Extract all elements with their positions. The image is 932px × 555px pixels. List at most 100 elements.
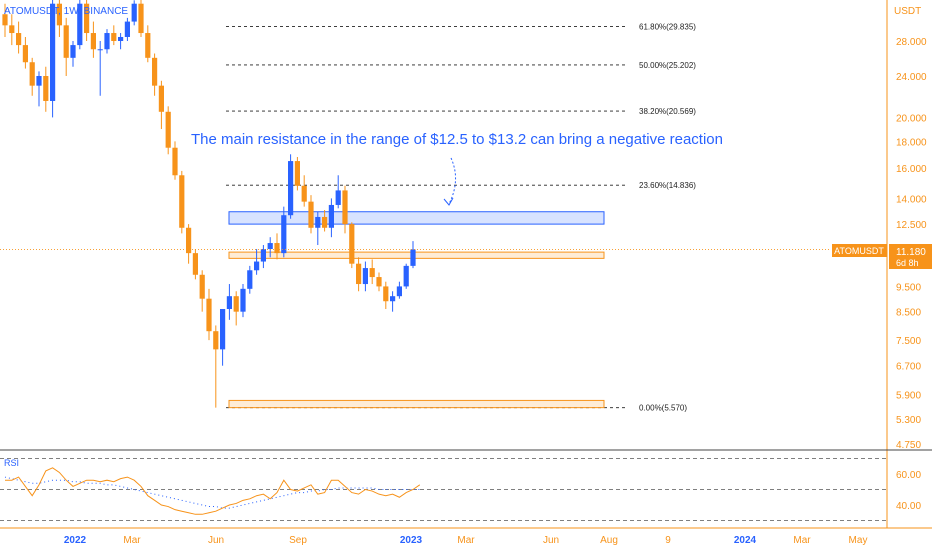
price-axis-unit: USDT [894, 6, 921, 17]
price-tag-symbol: ATOMUSDT [834, 246, 884, 256]
fib-label: 38.20%(20.569) [639, 107, 696, 116]
candle-body [9, 25, 15, 34]
time-label: Mar [793, 535, 811, 546]
candle-body [70, 45, 76, 58]
price-axis-ticks: 28.000 24.000 20.000 18.000 16.000 14.000 12.5… [896, 37, 927, 451]
candle-body [362, 268, 368, 285]
candle-body [199, 274, 205, 299]
time-label: Sep [289, 535, 307, 546]
candle-body [267, 243, 273, 250]
time-label: Mar [123, 535, 141, 546]
candle-body [118, 36, 124, 41]
candle-body [165, 111, 171, 148]
candle-body [84, 3, 90, 34]
zone-support [228, 251, 605, 259]
price-tag-symbol-bg [832, 244, 887, 257]
candle-body [328, 204, 334, 228]
candle-body [274, 243, 280, 254]
candle-body [158, 85, 164, 112]
candle-body [260, 249, 266, 262]
price-tag-countdown: 6d 8h [896, 258, 919, 268]
fib-label: 50.00%(25.202) [639, 61, 696, 70]
time-label: Aug [600, 535, 618, 546]
price-tick: 14.000 [896, 194, 927, 205]
candle-body [43, 76, 49, 101]
candle-body [152, 57, 158, 86]
annotation-arrowhead [443, 197, 454, 206]
time-label: 2022 [64, 535, 87, 546]
candle-body [410, 249, 416, 266]
candle-body [131, 3, 137, 22]
price-tick: 20.000 [896, 113, 927, 124]
price-tick: 18.000 [896, 137, 927, 148]
candle-body [322, 216, 328, 228]
candle-body [342, 190, 348, 225]
candle-body [220, 309, 226, 350]
price-tick: 4.750 [896, 440, 921, 451]
candle-body [233, 296, 239, 312]
candle-body [124, 21, 130, 37]
annotation-text: The main resistance in the range of $12.… [191, 131, 723, 148]
candle-body [36, 76, 42, 86]
rsi-tick-60: 60.00 [896, 470, 921, 481]
candle-body [97, 49, 103, 51]
candle-body [335, 190, 341, 205]
candle-body [2, 14, 8, 26]
candle-body [294, 161, 300, 186]
candle-body [50, 3, 56, 101]
candle-body [172, 147, 178, 176]
price-tick: 8.500 [896, 308, 921, 319]
price-tick: 9.500 [896, 282, 921, 293]
fib-label: 23.60%(14.836) [639, 181, 696, 190]
price-tag: ATOMUSDT 11.180 6d 8h [832, 244, 932, 269]
fib-label: 61.80%(29.835) [639, 23, 696, 32]
candle-body [192, 253, 198, 275]
candle-body [16, 33, 22, 46]
rsi-ma-line [4, 476, 420, 509]
time-label: Jun [208, 535, 224, 546]
rsi-label: RSI [4, 458, 19, 468]
candle-body [179, 175, 185, 228]
price-tick: 6.700 [896, 362, 921, 373]
candle-body [22, 45, 28, 63]
candle-body [226, 296, 232, 310]
candle-body [90, 33, 96, 50]
time-axis-labels: 2022 Mar Jun Sep 2023 Mar Jun Aug 9 2024 Mar May [64, 535, 868, 546]
candle-body [29, 62, 35, 86]
price-tick: 28.000 [896, 37, 927, 48]
candle-body [240, 288, 246, 312]
price-tick: 12.500 [896, 220, 927, 231]
price-tick: 7.500 [896, 336, 921, 347]
rsi-tick-40: 40.00 [896, 501, 921, 512]
candle-body [301, 185, 307, 202]
candle-body [376, 277, 382, 287]
candle-body [104, 33, 110, 50]
fib-label: 0.00%(5.570) [639, 404, 687, 413]
candle-body [247, 270, 253, 289]
candle-body [213, 331, 219, 350]
time-label: 9 [665, 535, 671, 546]
price-tick: 5.300 [896, 415, 921, 426]
candle-body [315, 216, 321, 228]
candle-body [56, 3, 62, 26]
candle-body [356, 263, 362, 285]
candle-body [186, 227, 192, 254]
zone-bottom [228, 399, 605, 409]
candle-body [349, 224, 355, 264]
rsi-pane [0, 458, 887, 521]
candle-body [403, 265, 409, 287]
candle-body [383, 286, 389, 302]
candle-body [281, 215, 287, 254]
price-tag-value-bg [889, 244, 932, 269]
symbol-header[interactable]: ATOMUSDT, 1W, BINANCE [4, 6, 128, 17]
price-tick: 24.000 [896, 72, 927, 83]
candle-body [77, 3, 83, 46]
candles [2, 0, 416, 408]
rsi-line [5, 467, 421, 515]
time-label: Mar [457, 535, 475, 546]
time-label: May [849, 535, 868, 546]
candle-body [138, 3, 144, 34]
candle-body [396, 286, 402, 297]
